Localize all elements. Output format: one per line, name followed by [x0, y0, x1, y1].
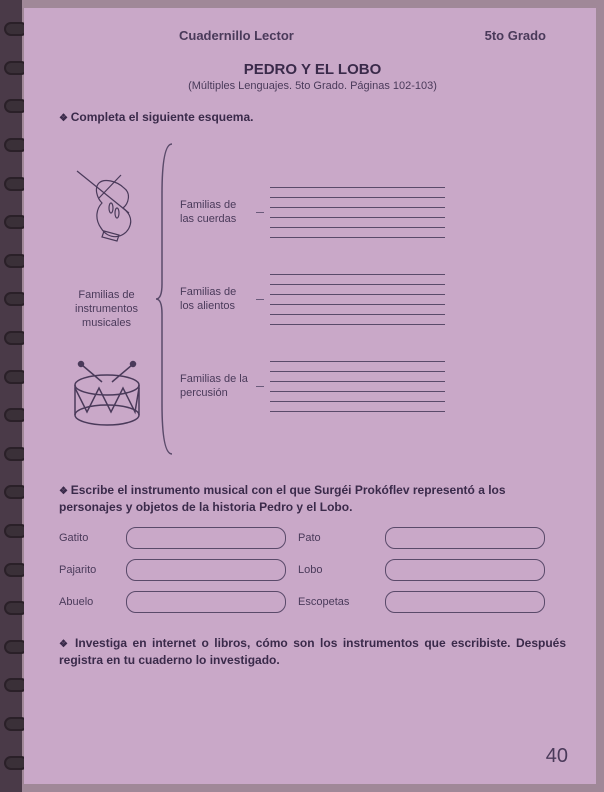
answer-lines[interactable] [270, 186, 445, 238]
family-label: Familias de los alientos [180, 285, 250, 314]
family-row: Familias de la percusión [180, 360, 445, 412]
instruction-3: Investiga en internet o libros, cómo son… [59, 635, 566, 669]
char-label: Pajarito [59, 564, 114, 576]
family-row: Familias de los alientos [180, 273, 445, 325]
answer-box[interactable] [126, 527, 286, 549]
header-left: Cuadernillo Lector [179, 28, 294, 43]
char-label: Pato [298, 532, 373, 544]
families-column: Familias de las cuerdas Familias de los … [180, 186, 445, 412]
family-row: Familias de las cuerdas [180, 186, 445, 238]
page-title: PEDRO Y EL LOBO [59, 61, 566, 78]
char-label: Gatito [59, 532, 114, 544]
answer-lines[interactable] [270, 360, 445, 412]
char-label: Escopetas [298, 596, 373, 608]
header-right: 5to Grado [485, 28, 546, 43]
page-header: Cuadernillo Lector 5to Grado [59, 28, 566, 43]
family-label: Familias de las cuerdas [180, 198, 250, 227]
page-subtitle: (Múltiples Lenguajes. 5to Grado. Páginas… [59, 80, 566, 92]
schema-diagram: Familias de instrumentos musicales [59, 134, 566, 464]
answer-lines[interactable] [270, 273, 445, 325]
answer-box[interactable] [385, 559, 545, 581]
page-number: 40 [546, 745, 568, 768]
instruction-2: Escribe el instrumento musical con el qu… [59, 482, 566, 515]
spiral-binding [0, 0, 22, 792]
answer-box[interactable] [385, 591, 545, 613]
family-label: Familias de la percusión [180, 372, 250, 401]
answer-box[interactable] [385, 527, 545, 549]
answer-box[interactable] [126, 591, 286, 613]
drum-icon [67, 360, 147, 435]
char-label: Lobo [298, 564, 373, 576]
brace-icon [154, 134, 176, 464]
worksheet-page: Cuadernillo Lector 5to Grado PEDRO Y EL … [24, 8, 596, 784]
instruction-1: Completa el siguiente esquema. [59, 110, 566, 124]
violin-icon [69, 163, 144, 258]
char-label: Abuelo [59, 596, 114, 608]
answer-box[interactable] [126, 559, 286, 581]
root-label: Familias de instrumentos musicales [64, 288, 149, 331]
character-grid: Gatito Pato Pajarito Lobo Abuelo Escopet… [59, 527, 566, 613]
